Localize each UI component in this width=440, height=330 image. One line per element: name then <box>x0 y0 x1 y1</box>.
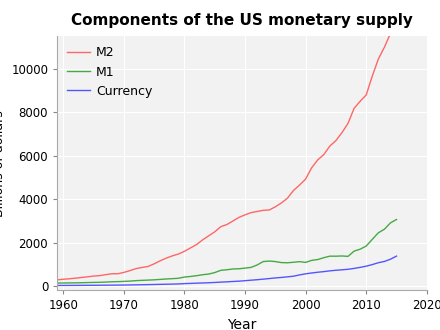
Y-axis label: Billions of dollars: Billions of dollars <box>0 110 6 217</box>
Legend: M2, M1, Currency: M2, M1, Currency <box>63 43 156 102</box>
M2 <box>55 278 60 282</box>
M2 <box>200 238 205 242</box>
Line: Currency: Currency <box>57 256 396 285</box>
M1 <box>146 278 151 282</box>
Line: M1: M1 <box>57 219 396 283</box>
Currency <box>291 274 296 278</box>
M2 <box>73 276 78 280</box>
M1 <box>55 281 60 285</box>
M1 <box>285 261 290 265</box>
Currency <box>200 281 205 285</box>
Title: Components of the US monetary supply: Components of the US monetary supply <box>71 13 413 28</box>
Currency <box>55 283 60 287</box>
M1 <box>200 273 205 277</box>
M2 <box>67 277 72 281</box>
X-axis label: Year: Year <box>227 318 257 330</box>
Currency <box>67 283 72 287</box>
M2 <box>394 20 399 24</box>
Currency <box>73 283 78 287</box>
M1 <box>67 281 72 285</box>
M2 <box>146 264 151 268</box>
M1 <box>394 217 399 221</box>
M2 <box>291 188 296 192</box>
Currency <box>285 275 290 279</box>
Currency <box>146 282 151 286</box>
M1 <box>73 281 78 285</box>
Line: M2: M2 <box>57 22 396 280</box>
M2 <box>285 196 290 200</box>
Currency <box>394 254 399 258</box>
M1 <box>291 260 296 264</box>
